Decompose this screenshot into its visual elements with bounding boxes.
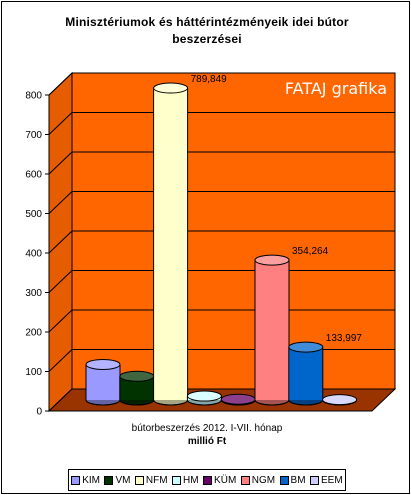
- data-label-ngm: 354,264: [292, 246, 329, 257]
- legend-item-vm: VM: [104, 475, 130, 486]
- legend-swatch: [134, 475, 144, 485]
- legend-label: NGM: [251, 474, 276, 486]
- legend-swatch: [71, 475, 81, 485]
- gridline-depth: [48, 349, 73, 372]
- gridline-depth: [48, 112, 73, 135]
- y-tick-label: 200: [25, 328, 42, 339]
- legend-item-küm: KÜM: [203, 475, 236, 486]
- category-label: bútorbeszerzés 2012. I-VII. hónap: [131, 423, 283, 434]
- bar-ngm: [254, 254, 290, 406]
- x-axis-label: millió Ft: [187, 436, 227, 447]
- legend-item-hm: HM: [172, 475, 199, 486]
- legend-swatch: [309, 475, 319, 485]
- legend-swatch: [172, 475, 182, 485]
- data-label-bm: 133,997: [326, 333, 363, 344]
- y-tick-label: 100: [25, 367, 42, 378]
- bar-eem: [322, 394, 358, 406]
- legend-label: NFM: [145, 474, 168, 486]
- y-tick-label: 800: [25, 91, 42, 102]
- legend-label: EEM: [320, 474, 343, 486]
- legend-swatch: [279, 475, 289, 485]
- legend-swatch: [240, 475, 250, 485]
- gridline-depth: [48, 230, 73, 254]
- y-tick-label: 600: [25, 170, 42, 181]
- gridline-depth: [48, 191, 73, 214]
- gridline-depth: [48, 151, 73, 175]
- gridline-depth: [48, 309, 73, 333]
- legend: KIM VM NFM HM KÜM NGM BM EEM: [68, 469, 346, 491]
- bar-hm: [186, 390, 222, 406]
- legend-label: KIM: [82, 474, 100, 486]
- y-tick-label: 400: [25, 249, 42, 260]
- gridline-depth: [48, 270, 73, 293]
- legend-item-nfm: NFM: [134, 474, 168, 486]
- legend-label: BM: [290, 474, 306, 486]
- chart-title: Minisztériumok és háttérintézményeik ide…: [65, 15, 349, 46]
- watermark: FATAJ grafika: [285, 79, 387, 98]
- bar-nfm: [153, 82, 189, 406]
- y-tick-label: 300: [25, 288, 42, 299]
- bar-kim: [85, 358, 121, 406]
- legend-swatch: [104, 475, 114, 485]
- gridline-depth: [48, 72, 73, 96]
- legend-swatch: [203, 475, 213, 485]
- bar-bm: [288, 341, 324, 406]
- bar-küm: [220, 393, 256, 406]
- bar-chart: 0 100 200 300 400 500 600 700 800 FATAJ grafika 78…: [25, 71, 397, 418]
- legend-item-ngm: NGM: [240, 474, 276, 486]
- legend-item-eem: EEM: [309, 474, 343, 486]
- legend-label: HM: [183, 474, 199, 486]
- data-label-nfm: 789,849: [191, 74, 228, 85]
- bar-vm: [119, 370, 155, 406]
- legend-item-kim: KIM: [71, 475, 100, 486]
- y-tick-label: 0: [36, 407, 42, 418]
- legend-label: VM: [115, 474, 131, 486]
- y-tick-label: 700: [25, 130, 42, 141]
- legend-label: KÜM: [214, 474, 237, 486]
- legend-item-bm: BM: [279, 474, 306, 486]
- y-tick-label: 500: [25, 209, 42, 220]
